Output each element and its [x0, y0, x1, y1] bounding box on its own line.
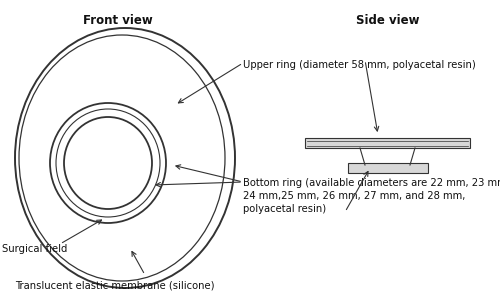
Text: Side view: Side view [356, 14, 420, 27]
Text: Front view: Front view [83, 14, 153, 27]
Text: Bottom ring (available diameters are 22 mm, 23 mm,
24 mm,25 mm, 26 mm, 27 mm, an: Bottom ring (available diameters are 22 … [243, 178, 500, 214]
Text: Upper ring (diameter 58 mm, polyacetal resin): Upper ring (diameter 58 mm, polyacetal r… [243, 60, 476, 70]
FancyBboxPatch shape [348, 163, 428, 173]
FancyBboxPatch shape [305, 138, 470, 148]
Text: Translucent elastic membrane (silicone): Translucent elastic membrane (silicone) [15, 280, 215, 290]
Text: Surgical field: Surgical field [2, 244, 68, 254]
